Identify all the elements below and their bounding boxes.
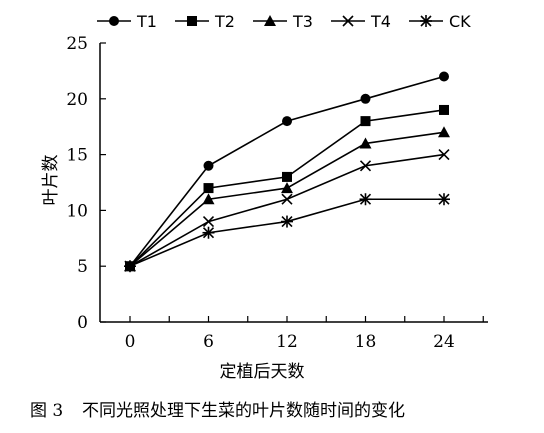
data-point-t1 [439,71,449,82]
series-group [124,71,450,273]
y-tick-label: 20 [66,90,88,110]
data-point-t4 [359,160,372,172]
axes [99,43,488,323]
data-point-ck [202,226,215,239]
data-point-t3 [438,126,450,138]
data-point-t2 [439,104,449,115]
legend: T1 T2 T3 T4 CK [97,12,471,31]
data-point-t1 [360,93,371,104]
y-tick-label: 15 [66,146,88,166]
data-point-t2 [360,116,371,127]
y-ticks: 0 5 10 15 20 25 [66,34,106,333]
x-tick-label: 6 [203,332,214,352]
data-point-t3 [359,137,372,149]
y-tick-label: 5 [77,257,88,277]
data-point-t4 [202,215,215,228]
legend-marker-ck [420,15,432,27]
y-tick-label: 10 [66,201,88,221]
series-line-t4 [129,153,445,267]
y-tick-label: 25 [66,34,88,54]
data-point-t2 [282,171,292,182]
legend-label-t2: T2 [214,12,235,31]
legend-marker-t1 [109,16,119,26]
x-tick-label: 18 [355,332,377,352]
data-point-t3 [202,193,215,205]
data-point-ck [359,193,372,206]
series-line-ck [129,198,444,267]
x-tick-label: 12 [276,332,298,352]
figure-caption: 不同光照处理下生菜的叶片数随时间的变化 [82,401,405,421]
legend-item-t3: T3 [253,12,313,31]
legend-label-ck: CK [449,12,471,31]
legend-marker-t2 [187,16,197,26]
y-axis-title: 叶片数 [41,155,61,206]
x-ticks: 0 6 12 18 24 [125,316,484,352]
legend-item-ck: CK [409,12,471,31]
data-point-t1 [203,160,214,171]
legend-label-t3: T3 [292,12,313,31]
legend-item-t2: T2 [175,12,235,31]
y-tick-label: 0 [77,313,88,333]
x-axis-title: 定植后天数 [220,362,305,382]
legend-item-t1: T1 [97,12,157,31]
legend-marker-t4 [342,15,354,27]
legend-item-t4: T4 [331,12,391,31]
series-ck [124,193,450,273]
data-point-t4 [281,193,293,205]
data-point-t4 [438,149,450,161]
data-point-t2 [203,183,214,194]
x-tick-label: 24 [433,332,455,352]
data-point-ck [281,215,293,228]
x-tick-label: 0 [125,332,136,352]
figure-number: 图 3 [30,401,63,421]
data-point-ck [438,193,450,206]
data-point-t1 [282,116,292,127]
legend-marker-t3 [264,15,276,26]
series-line-t1 [129,75,445,267]
data-point-ck [124,260,136,273]
legend-label-t1: T1 [136,12,157,31]
legend-label-t4: T4 [370,12,391,31]
data-point-t3 [281,182,293,194]
